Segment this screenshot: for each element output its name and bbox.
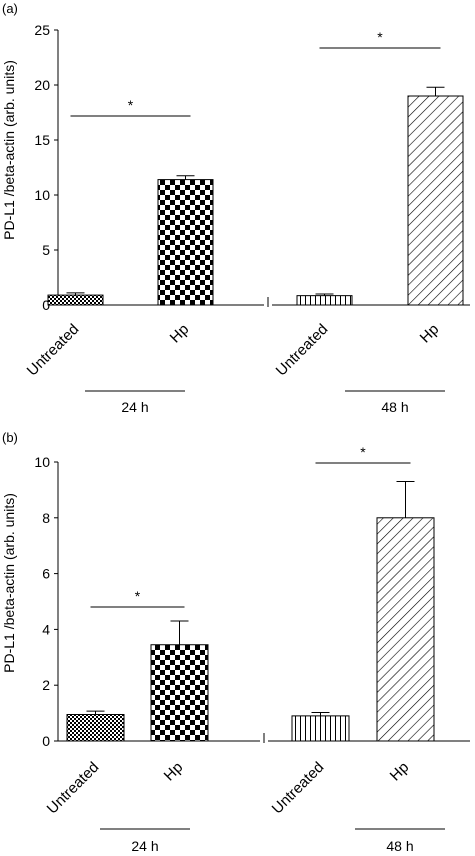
y-tick-label: 15 — [34, 132, 50, 148]
y-tick-label: 5 — [42, 242, 50, 258]
y-axis-label: PD-L1 /beta-actin (arb. units) — [1, 493, 17, 673]
chart-panel-b: (b) 0 2 4 6 8 10 PD-L1 /beta-actin (arb. units)… — [1, 430, 470, 854]
panel-label: (a) — [2, 1, 18, 16]
x-tick-label: Hp — [161, 759, 187, 785]
panel-label: (b) — [2, 430, 18, 445]
bar — [47, 294, 104, 306]
y-tick-label: 25 — [34, 22, 50, 38]
group-label: 48 h — [381, 399, 408, 415]
y-tick-label: 0 — [42, 733, 50, 749]
bar — [296, 295, 353, 306]
y-tick-label: 8 — [42, 510, 50, 526]
group-label: 48 h — [386, 838, 413, 854]
bar — [407, 95, 464, 306]
y-axis-label: PD-L1 /beta-actin (arb. units) — [1, 60, 17, 240]
bar — [150, 644, 209, 742]
significance-star: * — [377, 29, 383, 45]
y-tick-label: 6 — [42, 566, 50, 582]
significance-star: * — [128, 97, 134, 113]
y-tick-label: 2 — [42, 677, 50, 693]
x-tick-label: Untreated — [24, 321, 83, 380]
x-tick-label: Untreated — [269, 759, 328, 818]
y-tick-label: 4 — [42, 621, 50, 637]
bar — [376, 517, 435, 742]
chart-panel-a: (a) 0 5 10 15 20 25 PD-L1 /beta-actin (arb. uni… — [1, 1, 470, 415]
x-tick-label: Hp — [387, 759, 413, 785]
y-tick-label: 10 — [34, 187, 50, 203]
bar — [66, 713, 125, 742]
y-tick-label: 0 — [42, 297, 50, 313]
significance-star: * — [135, 588, 141, 604]
y-tick-label: 10 — [34, 454, 50, 470]
y-tick-label: 20 — [34, 77, 50, 93]
bar — [157, 179, 214, 306]
group-label: 24 h — [131, 838, 158, 854]
group-label: 24 h — [121, 399, 148, 415]
x-tick-label: Untreated — [44, 759, 103, 818]
x-tick-label: Hp — [167, 321, 193, 347]
bar — [291, 715, 350, 742]
x-tick-label: Untreated — [273, 321, 332, 380]
x-tick-label: Hp — [417, 321, 443, 347]
significance-star: * — [360, 444, 366, 460]
